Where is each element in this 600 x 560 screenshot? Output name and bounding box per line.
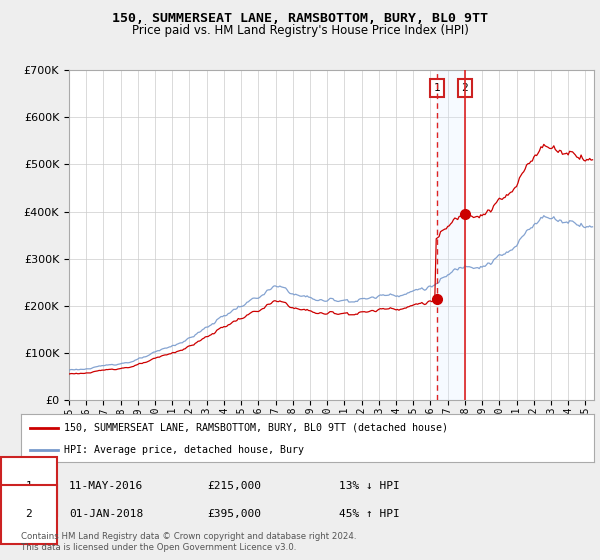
Text: £395,000: £395,000	[207, 509, 261, 519]
Bar	[437, 70, 465, 400]
Text: 150, SUMMERSEAT LANE, RAMSBOTTOM, BURY, BL0 9TT (detached house): 150, SUMMERSEAT LANE, RAMSBOTTOM, BURY, …	[64, 423, 448, 433]
Text: 45% ↑ HPI: 45% ↑ HPI	[339, 509, 400, 519]
Text: 11-MAY-2016: 11-MAY-2016	[69, 481, 143, 491]
Text: 150, SUMMERSEAT LANE, RAMSBOTTOM, BURY, BL0 9TT: 150, SUMMERSEAT LANE, RAMSBOTTOM, BURY, …	[112, 12, 488, 25]
Text: 2: 2	[461, 83, 468, 93]
Text: 01-JAN-2018: 01-JAN-2018	[69, 509, 143, 519]
Text: Price paid vs. HM Land Registry's House Price Index (HPI): Price paid vs. HM Land Registry's House …	[131, 24, 469, 36]
Text: Contains HM Land Registry data © Crown copyright and database right 2024.: Contains HM Land Registry data © Crown c…	[21, 532, 356, 541]
Text: 1: 1	[25, 481, 32, 491]
Text: 13% ↓ HPI: 13% ↓ HPI	[339, 481, 400, 491]
Text: 1: 1	[433, 83, 440, 93]
Text: 2: 2	[25, 509, 32, 519]
Text: HPI: Average price, detached house, Bury: HPI: Average price, detached house, Bury	[64, 445, 304, 455]
Text: £215,000: £215,000	[207, 481, 261, 491]
Text: This data is licensed under the Open Government Licence v3.0.: This data is licensed under the Open Gov…	[21, 543, 296, 552]
